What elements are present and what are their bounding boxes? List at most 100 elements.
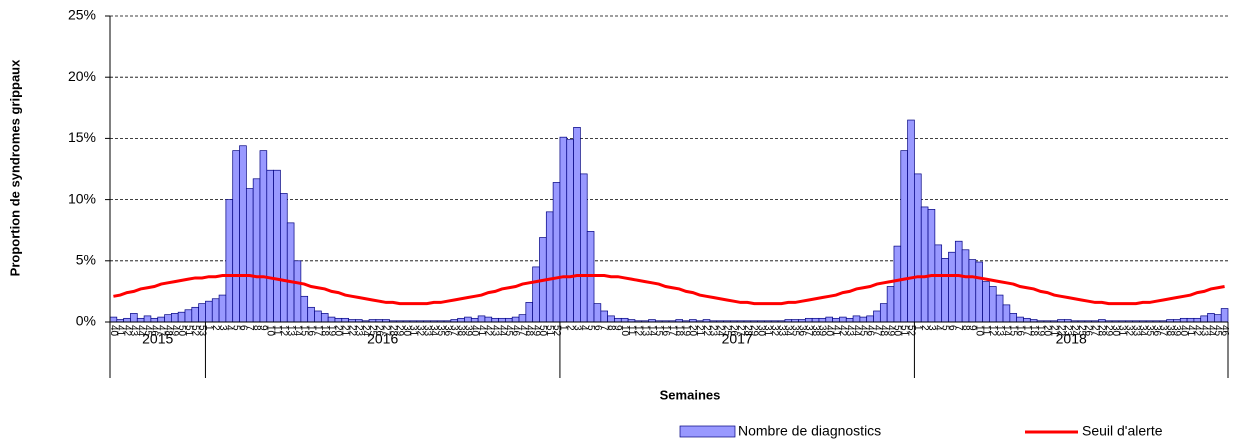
bar [252,178,261,323]
bar [832,317,840,323]
x-tick-label: 12 [278,325,289,337]
x-tick-label: 13 [994,325,1005,337]
x-tick-label: 12 [987,325,998,337]
x-tick-label: 37 [803,325,814,337]
bar [804,317,813,323]
x-tick-label: 27 [380,325,391,337]
x-tick-label: 6 [592,325,603,331]
bar [566,139,574,323]
bar [525,302,534,323]
x-tick-label: 29 [749,325,760,337]
x-tick-label: 27 [735,325,746,337]
y-axis-title: Proportion de syndromes grippaux [7,59,22,276]
x-tick-label: 42 [121,325,132,337]
x-tick-label: 19 [326,325,337,337]
x-tick-label: 26 [1083,325,1094,337]
x-tick-label: 18 [674,325,685,337]
bar [1214,314,1222,323]
bar [1023,317,1031,323]
bar [580,173,588,323]
x-tick-label: 6 [946,325,957,331]
x-tick-label: 36 [1151,325,1162,337]
x-tick-label: 4 [224,325,235,331]
bar [320,313,329,323]
x-tick-label: 50 [176,325,187,337]
y-tick-label: 5% [76,252,96,268]
y-tick-label: 25% [68,7,96,23]
bar [334,317,343,323]
x-tick-label: 41 [1185,325,1196,337]
x-tick-label: 32 [1124,325,1135,337]
x-tick-label: 47 [871,325,882,337]
bar [484,316,493,323]
x-tick-label: 38 [1164,325,1175,337]
x-tick-label: 28 [387,325,398,337]
bar [505,317,513,323]
x-tick-label: 36 [796,325,807,337]
x-tick-label: 28 [1096,325,1107,337]
x-tick-label: 34 [1137,325,1148,337]
bar [818,317,827,323]
bar [859,316,868,323]
bar [470,317,479,323]
x-tick-label: 39 [1171,325,1182,337]
bar [225,199,234,323]
bar [150,317,159,323]
x-tick-label: 16 [660,325,671,337]
bar [1016,316,1024,323]
x-tick-label: 10 [619,325,630,337]
year-label: 2016 [367,331,398,347]
x-tick-label: 2 [919,325,930,331]
bar [280,193,288,323]
x-tick-label: 3 [571,325,582,331]
x-tick-label: 15 [299,325,310,337]
x-tick-label: 46 [510,325,521,337]
year-label: 2017 [722,331,753,347]
x-tick-label: 11 [271,325,282,336]
bar [184,309,193,323]
bar [886,286,895,323]
x-tick-label: 41 [830,325,841,337]
x-tick-label: 24 [360,325,371,337]
x-tick-label: 8 [960,325,971,331]
x-tick-label: 14 [1001,325,1012,337]
legend-label: Nombre de diagnostics [738,423,881,439]
x-tick-label: 8 [251,325,262,331]
x-tick-label: 49 [530,325,541,337]
x-tick-label: 32 [769,325,780,337]
bar [198,303,206,323]
x-tick-label: 10 [265,325,276,337]
bar [286,222,295,323]
x-tick-label: 35 [789,325,800,337]
bar [607,315,615,323]
bar [920,206,929,323]
bar [934,244,943,323]
threshold-line [113,273,1225,306]
y-tick-label: 20% [68,68,96,84]
x-tick-label: 42 [483,325,494,337]
year-label: 2018 [1056,331,1087,347]
x-axis-title: Semaines [660,387,721,402]
bar [852,315,861,323]
x-tick-label: 53 [196,325,207,337]
x-tick-label: 46 [864,325,875,337]
x-tick-label: 42 [1192,325,1203,337]
x-tick-label: 22 [1055,325,1066,337]
x-tick-label: 45 [858,325,869,337]
x-tick-label: 13 [639,325,650,337]
x-tick-label: 46 [149,325,160,337]
x-tick-label: 24 [1069,325,1080,337]
bar [893,245,902,323]
bar [1220,308,1229,323]
x-tick-label: 21 [694,325,705,337]
x-tick-label: 11 [626,325,637,336]
bar [123,317,131,323]
x-tick-label: 40 [1178,325,1189,337]
x-tick-label: 19 [1035,325,1046,337]
bar [109,316,118,323]
bar [464,316,472,323]
x-tick-label: 9 [258,325,269,331]
x-tick-label: 37 [1158,325,1169,337]
y-tick-label: 0% [76,313,96,329]
x-tick-label: 30 [401,325,412,337]
